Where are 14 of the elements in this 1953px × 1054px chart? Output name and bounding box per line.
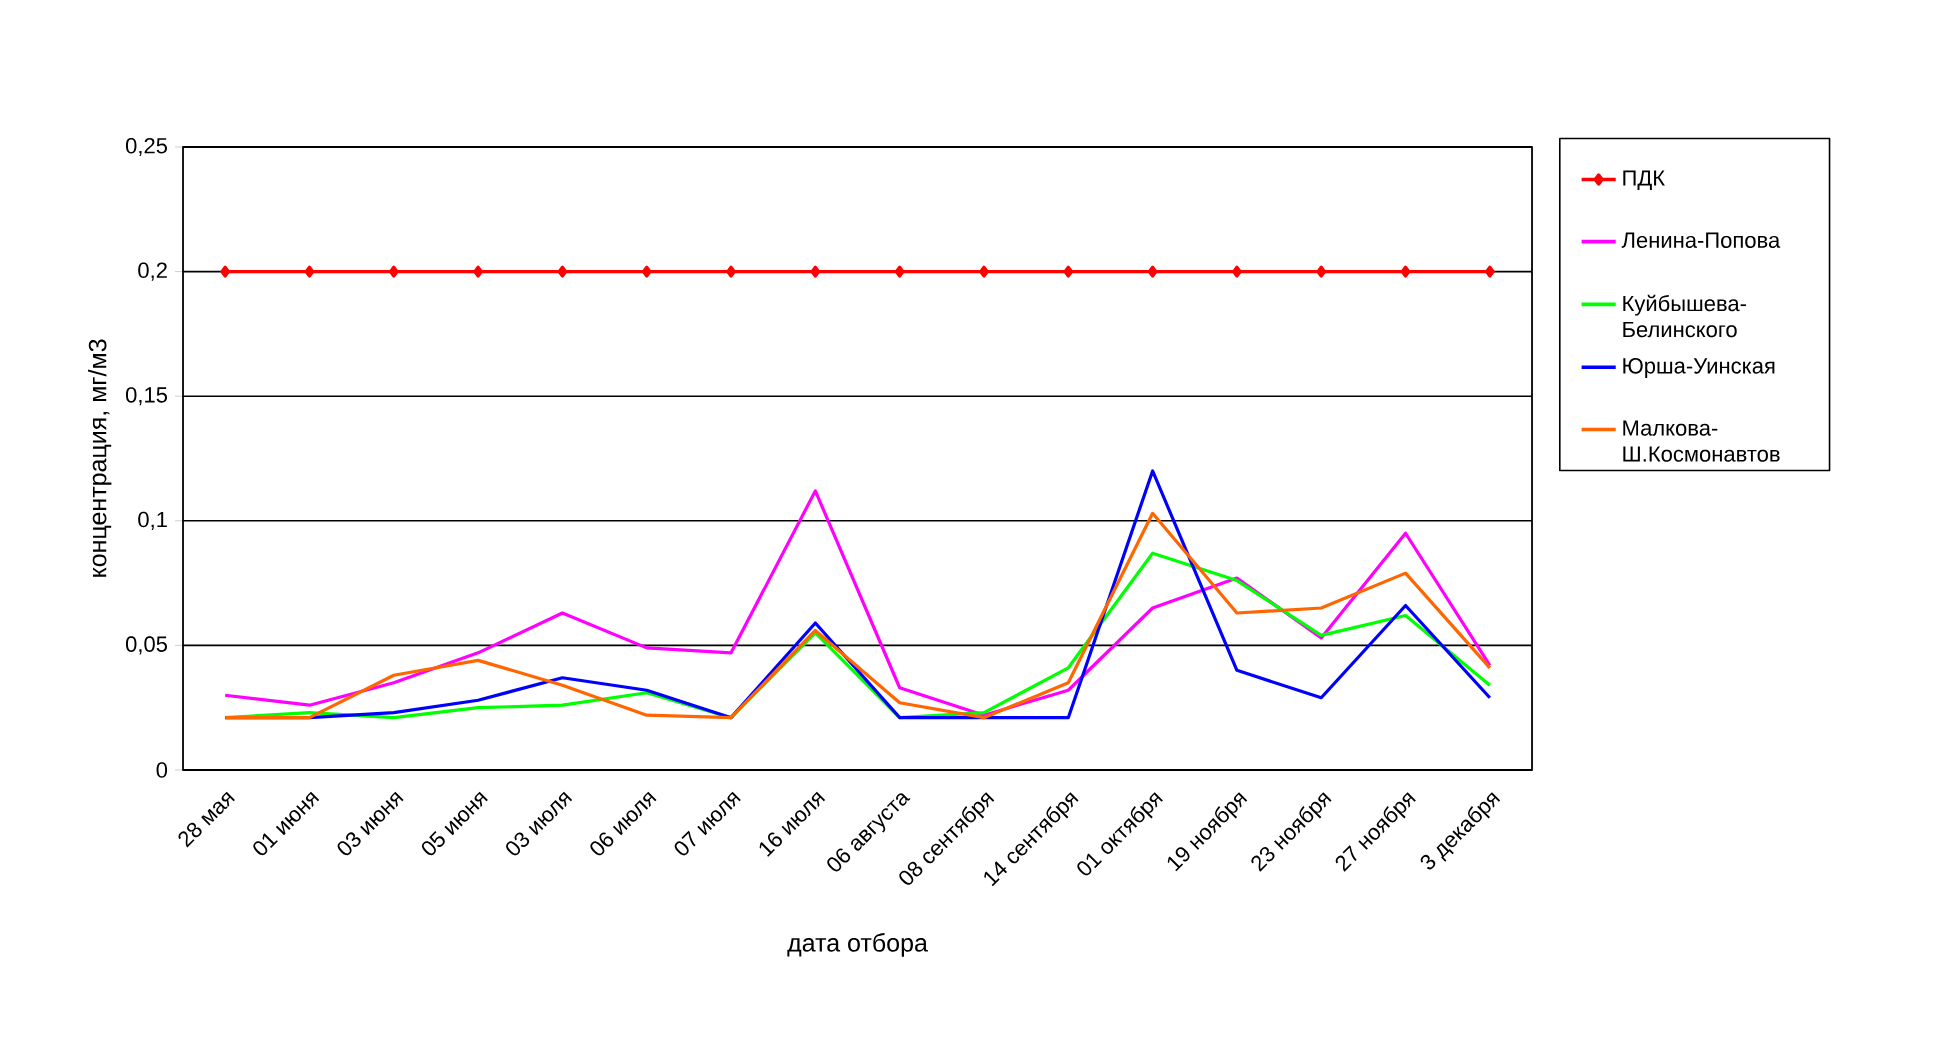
- legend-label: ПДК: [1623, 170, 1665, 190]
- x-axis-title: дата отбора: [787, 933, 928, 957]
- y-tick-label: 0: [156, 762, 168, 778]
- y-tick-label: 0,05: [125, 636, 167, 655]
- y-tick-label: 0,2: [138, 262, 167, 281]
- y-axis-title: концентрация, мг/м3: [88, 339, 112, 577]
- legend-label: Юрша-Уинская: [1623, 358, 1775, 378]
- x-tick-label: 28 мая: [178, 791, 235, 848]
- y-tick-label: 0,15: [125, 387, 167, 406]
- y-tick-label: 0,1: [138, 511, 167, 530]
- legend-label: Малкова-Ш.Космонавтов: [1623, 420, 1780, 462]
- legend-label: Ленина-Попова: [1621, 232, 1781, 248]
- y-tick-label: 0,25: [125, 137, 167, 157]
- legend-label: Куйбышева-Белинского: [1623, 294, 1746, 338]
